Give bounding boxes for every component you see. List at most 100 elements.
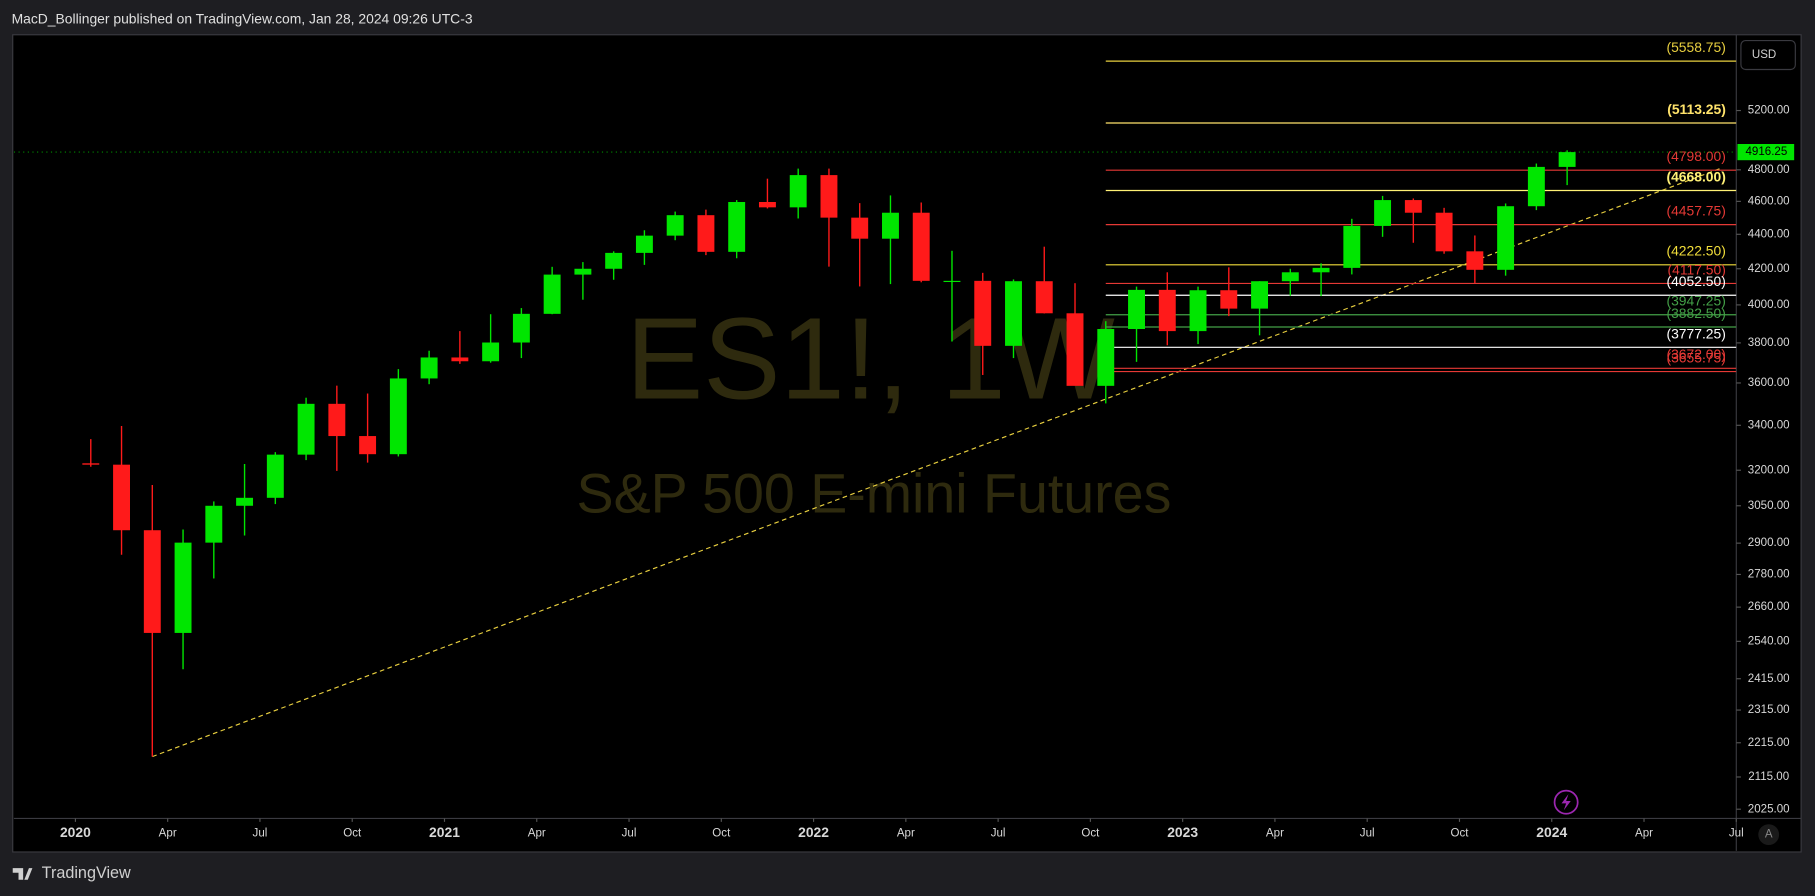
candle-body <box>1189 290 1207 332</box>
currency-button[interactable]: USD <box>1740 39 1796 71</box>
candle-body <box>328 403 346 437</box>
level-label: (4117.50) <box>1667 261 1725 277</box>
icon-bolt[interactable] <box>1561 794 1571 811</box>
candle-body <box>1343 225 1361 268</box>
y-tick-label: 3400.00 <box>1748 419 1790 431</box>
candle-body <box>1558 152 1576 167</box>
logo-mark <box>12 868 33 880</box>
level-label: (4222.50) <box>1666 243 1725 259</box>
candle-body <box>697 215 715 252</box>
candle-body <box>1220 290 1238 309</box>
level-label: (3672.00) <box>1666 346 1725 362</box>
candle-body <box>82 463 100 465</box>
y-tick-label: 5200.00 <box>1748 105 1790 117</box>
candle-body <box>1527 166 1545 207</box>
candle-body <box>236 497 254 506</box>
candle-body <box>1374 200 1392 226</box>
y-tick-label: 2215.00 <box>1748 737 1790 749</box>
candle-body <box>359 436 377 455</box>
y-tick-label: 3050.00 <box>1748 500 1790 512</box>
y-tick-label: 2540.00 <box>1748 635 1790 647</box>
candle-body <box>635 235 653 253</box>
x-tick-label: Oct <box>712 828 731 840</box>
icon-circle[interactable] <box>1553 789 1579 815</box>
candle-body <box>1158 289 1176 332</box>
x-tick-label: Apr <box>1266 828 1284 840</box>
candle-body <box>1312 267 1330 273</box>
y-tick-label: 4600.00 <box>1748 195 1790 207</box>
x-tick-label: Jul <box>253 828 268 840</box>
auto-scale-button[interactable]: A <box>1758 824 1780 846</box>
x-tick-label: Jul <box>1360 828 1375 840</box>
chart-panel <box>12 34 1802 853</box>
x-tick-label: Apr <box>897 828 915 840</box>
currency-button-box[interactable] <box>1740 39 1796 71</box>
y-tick-label: 2780.00 <box>1748 569 1790 581</box>
y-tick-label: 2025.00 <box>1748 803 1790 815</box>
candle-body <box>389 378 407 455</box>
candle-body <box>143 530 161 633</box>
y-tick-label: 4000.00 <box>1748 299 1790 311</box>
candle-body <box>574 268 592 275</box>
y-tick-label: 2900.00 <box>1748 537 1790 549</box>
replay-icon[interactable] <box>1553 789 1579 815</box>
candle-body <box>205 505 223 543</box>
candle-body <box>851 217 869 239</box>
candle-body <box>1281 272 1299 282</box>
x-tick-label: Apr <box>528 828 546 840</box>
level-label: (4052.50) <box>1666 273 1725 289</box>
auto-scale-label[interactable]: A <box>1765 829 1773 841</box>
x-tick-label: 2023 <box>1167 824 1198 840</box>
y-tick-label: 3800.00 <box>1748 337 1790 349</box>
candle-body <box>543 274 561 314</box>
x-tick-label: 2021 <box>429 824 460 840</box>
x-tick-label: Jul <box>1729 828 1744 840</box>
x-tick-label: Apr <box>1635 828 1653 840</box>
x-tick-label: 2024 <box>1536 824 1567 840</box>
candle-body <box>266 454 284 498</box>
y-tick-label: 3600.00 <box>1748 377 1790 389</box>
y-tick-label: 4800.00 <box>1748 164 1790 176</box>
candle-body <box>1005 281 1022 346</box>
watermark: ES1!, 1W S&P 500 E-mini Futures <box>577 294 1172 525</box>
publish-info: MacD_Bollinger published on TradingView.… <box>12 10 473 26</box>
candle-body <box>820 175 838 218</box>
x-tick-label: Jul <box>991 828 1006 840</box>
watermark-description: S&P 500 E-mini Futures <box>577 462 1172 524</box>
level-label: (3655.75) <box>1666 350 1725 366</box>
candle-body <box>1097 328 1115 386</box>
level-label: (4668.00) <box>1666 168 1725 184</box>
candle-body <box>1066 313 1084 386</box>
candle-body <box>974 280 992 346</box>
auto-scale-circle[interactable] <box>1758 824 1780 846</box>
candle-body <box>451 357 469 362</box>
x-tick-label: Jul <box>622 828 637 840</box>
candle-body <box>943 280 961 283</box>
candle-body <box>1251 281 1269 309</box>
candle-body <box>1497 206 1515 270</box>
candle-body <box>174 542 192 633</box>
level-label: (5558.75) <box>1666 39 1725 55</box>
x-tick-label: 2022 <box>798 824 829 840</box>
x-tick-label: Oct <box>1450 828 1469 840</box>
candle-body <box>758 202 776 208</box>
candle-body <box>1466 251 1484 270</box>
level-label: (5113.25) <box>1667 101 1726 117</box>
y-tick-label: 2315.00 <box>1748 704 1790 716</box>
currency-label[interactable]: USD <box>1752 49 1776 61</box>
y-tick-label: 4200.00 <box>1748 263 1790 275</box>
candle-body <box>789 175 807 208</box>
candle-body <box>605 252 623 269</box>
candle-body <box>113 464 130 531</box>
y-tick-label: 2115.00 <box>1748 771 1789 783</box>
y-tick-label: 4400.00 <box>1748 228 1790 240</box>
level-label: (3882.50) <box>1666 305 1725 321</box>
candle-body <box>420 357 438 379</box>
x-tick-label: Oct <box>343 828 362 840</box>
candle-body <box>297 403 315 455</box>
x-tick-label: 2020 <box>60 824 91 840</box>
y-tick-label: 2415.00 <box>1748 673 1790 685</box>
candle-body <box>882 212 899 239</box>
